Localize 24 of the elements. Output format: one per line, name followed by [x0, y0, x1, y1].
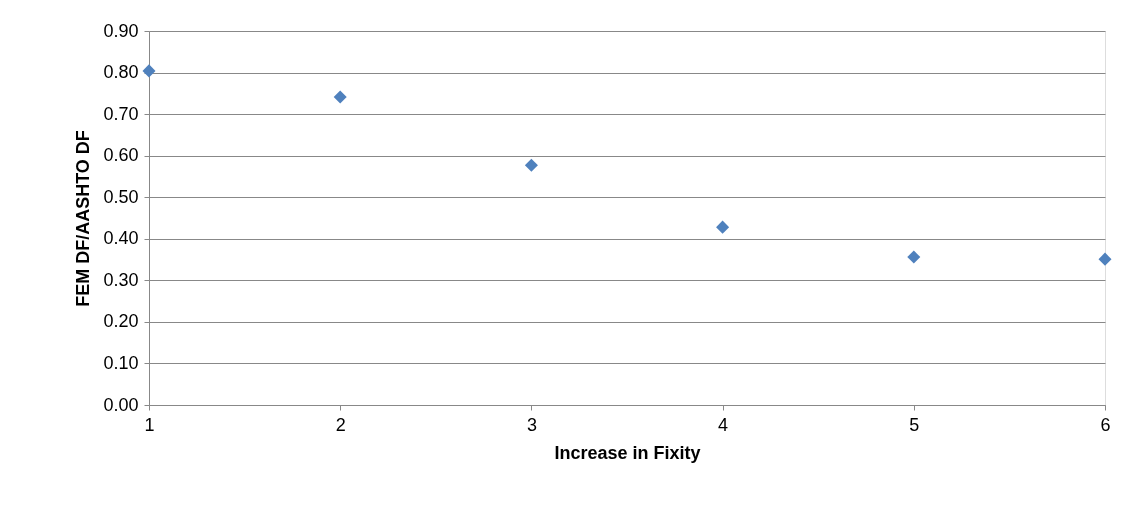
x-tick-label: 6	[1100, 414, 1111, 435]
y-tick-label: 0.10	[103, 352, 139, 373]
point	[524, 158, 538, 172]
x-tick-label: 3	[526, 414, 537, 435]
point	[333, 90, 347, 104]
x-tick-label: 1	[144, 414, 155, 435]
point	[907, 250, 921, 264]
y-tick-label: 0.90	[103, 20, 139, 41]
y-tick-label: 0.20	[103, 311, 139, 332]
x-tick-label: 4	[718, 414, 729, 435]
y-axis-title: FEM DF/AASHTO DF	[73, 130, 94, 307]
y-tick-label: 0.00	[103, 394, 139, 415]
x-axis-title: Increase in Fixity	[554, 442, 701, 463]
x-tick-label: 5	[909, 414, 920, 435]
point	[1098, 252, 1112, 266]
point	[716, 220, 730, 234]
y-tick-label: 0.40	[103, 228, 139, 249]
y-tick-label: 0.30	[103, 269, 139, 290]
point	[142, 64, 156, 78]
y-tick-label: 0.60	[103, 145, 139, 166]
y-tick-label: 0.50	[103, 186, 139, 207]
y-tick-label: 0.80	[103, 62, 139, 83]
x-tick-label: 2	[335, 414, 346, 435]
y-tick-label: 0.70	[103, 103, 139, 124]
